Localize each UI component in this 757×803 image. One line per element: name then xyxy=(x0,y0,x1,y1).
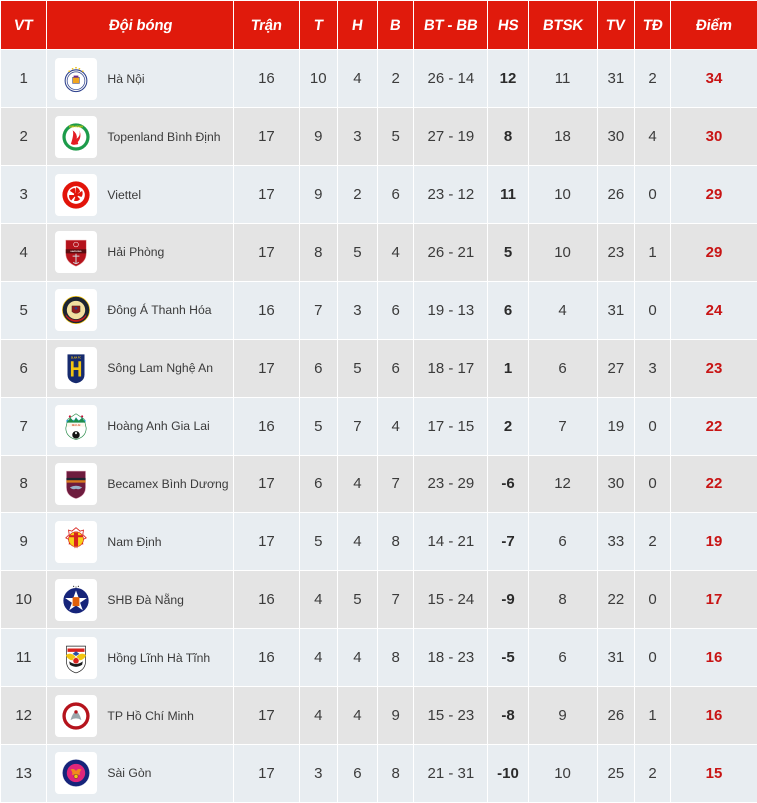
svg-text:GIA LAI: GIA LAI xyxy=(72,424,81,427)
svg-text:SLNA FC: SLNA FC xyxy=(71,357,81,360)
